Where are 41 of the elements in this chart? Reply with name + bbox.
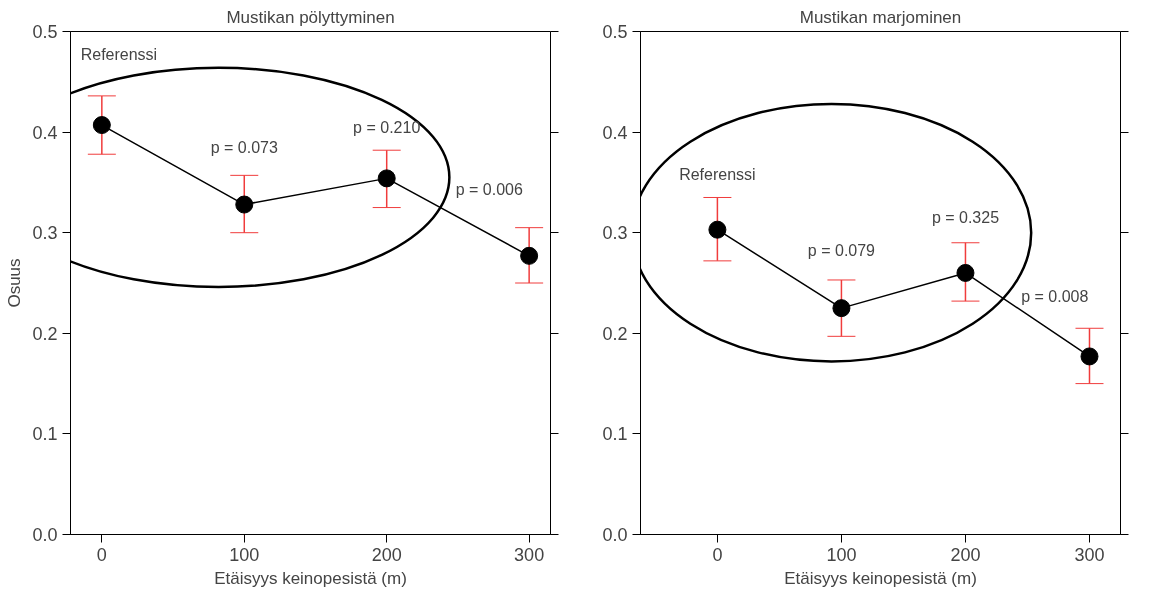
- annotation: Referenssi: [80, 46, 158, 64]
- x-tick-label: 0: [712, 544, 723, 565]
- y-tick-label: 0.1: [602, 424, 628, 445]
- point: [1080, 347, 1099, 366]
- annotation: p = 0.325: [931, 209, 1000, 227]
- y-axis-title: Osuus: [5, 258, 25, 308]
- y-tick-label: 0.2: [32, 323, 58, 344]
- chart-title: Mustikan pölyttyminen: [226, 7, 395, 27]
- point: [377, 169, 396, 188]
- y-tick-label: 0.3: [602, 223, 628, 244]
- annotation: p = 0.008: [1021, 287, 1089, 305]
- x-tick-label: 300: [1074, 544, 1105, 565]
- x-tick-label: 200: [371, 544, 402, 565]
- annotation: Referenssi: [679, 165, 756, 183]
- y-tick-label: 0.3: [32, 223, 58, 244]
- x-axis-title: Etäisyys keinopesistä (m): [784, 568, 977, 588]
- point: [708, 220, 727, 239]
- x-tick-label: 200: [950, 544, 981, 565]
- x-tick-label: 100: [826, 544, 857, 565]
- y-tick-label: 0.0: [32, 525, 58, 545]
- annotation: p = 0.210: [353, 118, 421, 136]
- x-tick-label: 300: [514, 544, 545, 565]
- chart-title: Mustikan marjominen: [799, 7, 962, 27]
- y-tick-label: 0.1: [32, 424, 58, 445]
- y-tick-label: 0.5: [32, 22, 58, 42]
- point: [956, 263, 975, 282]
- y-tick-label: 0.2: [602, 323, 628, 344]
- x-tick-label: 0: [96, 544, 107, 565]
- y-tick-label: 0.4: [602, 122, 628, 143]
- point: [520, 246, 539, 265]
- point: [235, 195, 254, 214]
- y-tick-label: 0.5: [602, 22, 628, 42]
- x-tick-label: 100: [229, 544, 260, 565]
- x-axis-title: Etäisyys keinopesistä (m): [214, 568, 407, 588]
- annotation: p = 0.006: [455, 180, 523, 198]
- annotation: p = 0.079: [807, 242, 876, 260]
- annotation: p = 0.073: [210, 138, 278, 156]
- point: [92, 116, 111, 135]
- y-tick-label: 0.0: [602, 525, 628, 545]
- point: [832, 299, 851, 318]
- y-tick-label: 0.4: [32, 122, 58, 143]
